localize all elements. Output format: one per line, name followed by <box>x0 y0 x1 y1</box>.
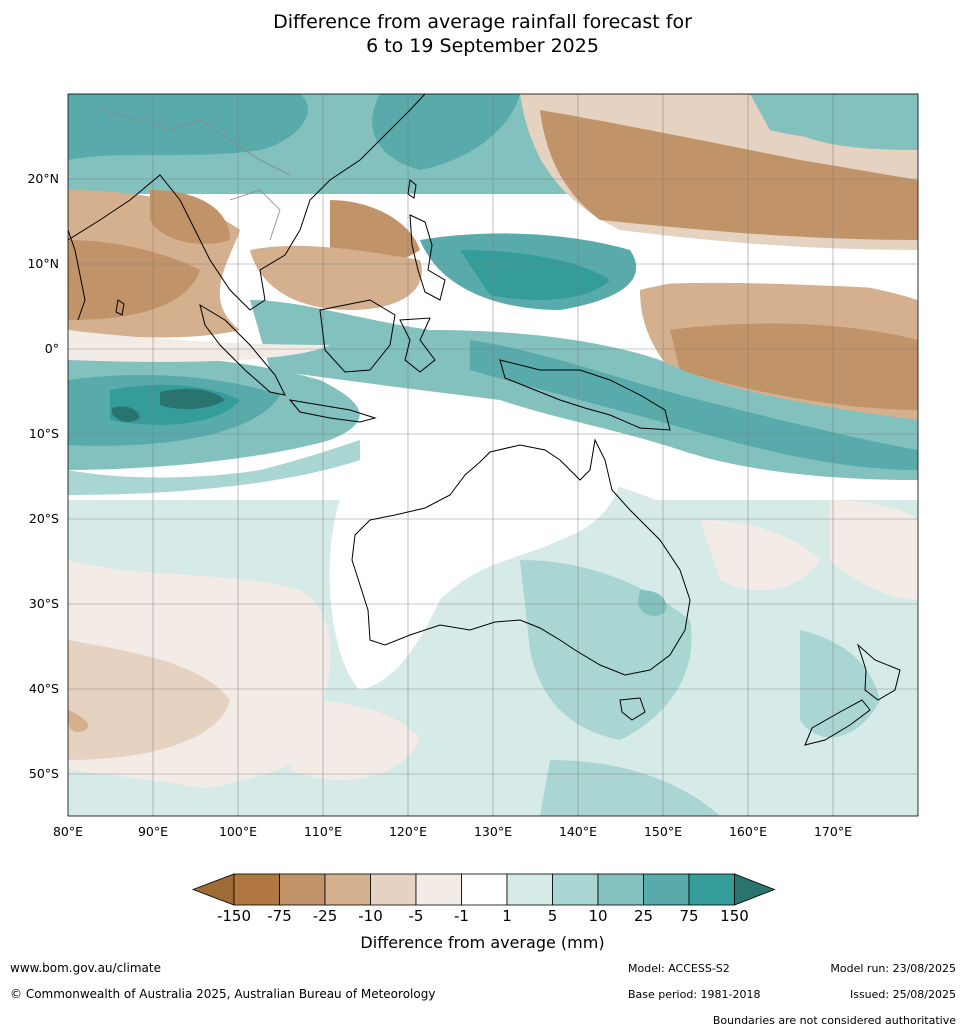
colorbar-tick-label: 150 <box>720 907 749 925</box>
title-line-2: 6 to 19 September 2025 <box>366 35 599 57</box>
issued-date: Issued: 25/08/2025 <box>849 988 956 1001</box>
lon-label: 160°E <box>729 824 767 839</box>
colorbar-swatch <box>688 873 735 906</box>
boundaries-disclaimer: Boundaries are not considered authoritat… <box>712 1014 956 1027</box>
nz-north-coast <box>856 643 901 701</box>
australia-coast <box>351 438 691 676</box>
lon-label: 130°E <box>474 824 512 839</box>
colorbar-tick-label: -5 <box>409 907 424 925</box>
longitude-labels: 80°E 90°E 100°E 110°E 120°E 130°E 140°E … <box>53 824 852 839</box>
coastlines <box>68 94 901 746</box>
colorbar-tick-label: 10 <box>588 907 607 925</box>
colorbar: -150 -75 -25 -10 -5 -1 1 5 10 25 75 150 <box>191 873 776 925</box>
lat-label: 40°S <box>29 681 59 696</box>
colorbar-tick-label: 5 <box>548 907 558 925</box>
map-title: Difference from average rainfall forecas… <box>0 10 965 58</box>
lat-label: 10°N <box>27 256 59 271</box>
lon-label: 120°E <box>389 824 427 839</box>
taiwan-coast <box>407 179 417 199</box>
title-line-1: Difference from average rainfall forecas… <box>273 11 692 33</box>
lon-label: 90°E <box>138 824 168 839</box>
rainfall-map: 20°N 10°N 0° 10°S 20°S 30°S 40°S 50°S 80… <box>27 93 919 839</box>
borders <box>99 109 291 241</box>
lon-label: 140°E <box>559 824 597 839</box>
colorbar-tick-label: 1 <box>502 907 512 925</box>
colorbar-swatch <box>597 873 644 906</box>
colorbar-swatch <box>370 873 417 906</box>
india-coast <box>68 229 86 321</box>
model-run: Model run: 23/08/2025 <box>830 962 956 975</box>
lat-label: 0° <box>45 341 59 356</box>
sumatra-coast <box>199 303 286 396</box>
lon-label: 170°E <box>814 824 852 839</box>
latitude-labels: 20°N 10°N 0° 10°S 20°S 30°S 40°S 50°S <box>27 171 59 781</box>
lat-label: 50°S <box>29 766 59 781</box>
model-name: Model: ACCESS-S2 <box>628 962 730 975</box>
colorbar-swatch <box>552 873 599 906</box>
base-period: Base period: 1981-2018 <box>628 988 761 1001</box>
new-guinea-coast <box>499 359 671 431</box>
colorbar-tick-label: -10 <box>358 907 383 925</box>
colorbar-swatch <box>324 873 371 906</box>
lon-label: 80°E <box>53 824 83 839</box>
colorbar-tick-label: 25 <box>634 907 653 925</box>
colorbar-tick-label: -1 <box>454 907 469 925</box>
map-frame <box>67 93 919 817</box>
lat-label: 20°S <box>29 511 59 526</box>
lon-label: 100°E <box>219 824 257 839</box>
copyright-text: © Commonwealth of Australia 2025, Austra… <box>10 987 436 1001</box>
lon-label: 150°E <box>644 824 682 839</box>
borneo-coast <box>319 299 396 373</box>
lat-label: 10°S <box>29 426 59 441</box>
colorbar-tick-label: -150 <box>217 907 251 925</box>
colorbar-extend-high <box>734 873 776 906</box>
colorbar-swatch <box>415 873 462 906</box>
tasmania-coast <box>619 697 646 721</box>
colorbar-extend-low <box>191 873 235 906</box>
asia-coast <box>68 94 426 311</box>
nz-south-coast <box>804 699 871 746</box>
lat-label: 30°S <box>29 596 59 611</box>
sulawesi-coast <box>399 317 436 373</box>
sri-lanka-coast <box>115 299 125 316</box>
colorbar-title: Difference from average (mm) <box>360 933 605 952</box>
bom-link[interactable]: www.bom.gov.au/climate <box>10 961 161 975</box>
colorbar-swatch <box>461 873 508 906</box>
philippines-coast <box>409 214 446 301</box>
colorbar-swatch <box>279 873 326 906</box>
lon-label: 110°E <box>304 824 342 839</box>
java-coast <box>288 399 377 423</box>
colorbar-tick-label: -75 <box>267 907 292 925</box>
colorbar-tick-label: 75 <box>679 907 698 925</box>
colorbar-swatch <box>643 873 690 906</box>
lat-label: 20°N <box>27 171 59 186</box>
colorbar-tick-label: -25 <box>313 907 338 925</box>
colorbar-swatch <box>233 873 280 906</box>
colorbar-swatch <box>506 873 553 906</box>
graticule <box>68 94 918 816</box>
